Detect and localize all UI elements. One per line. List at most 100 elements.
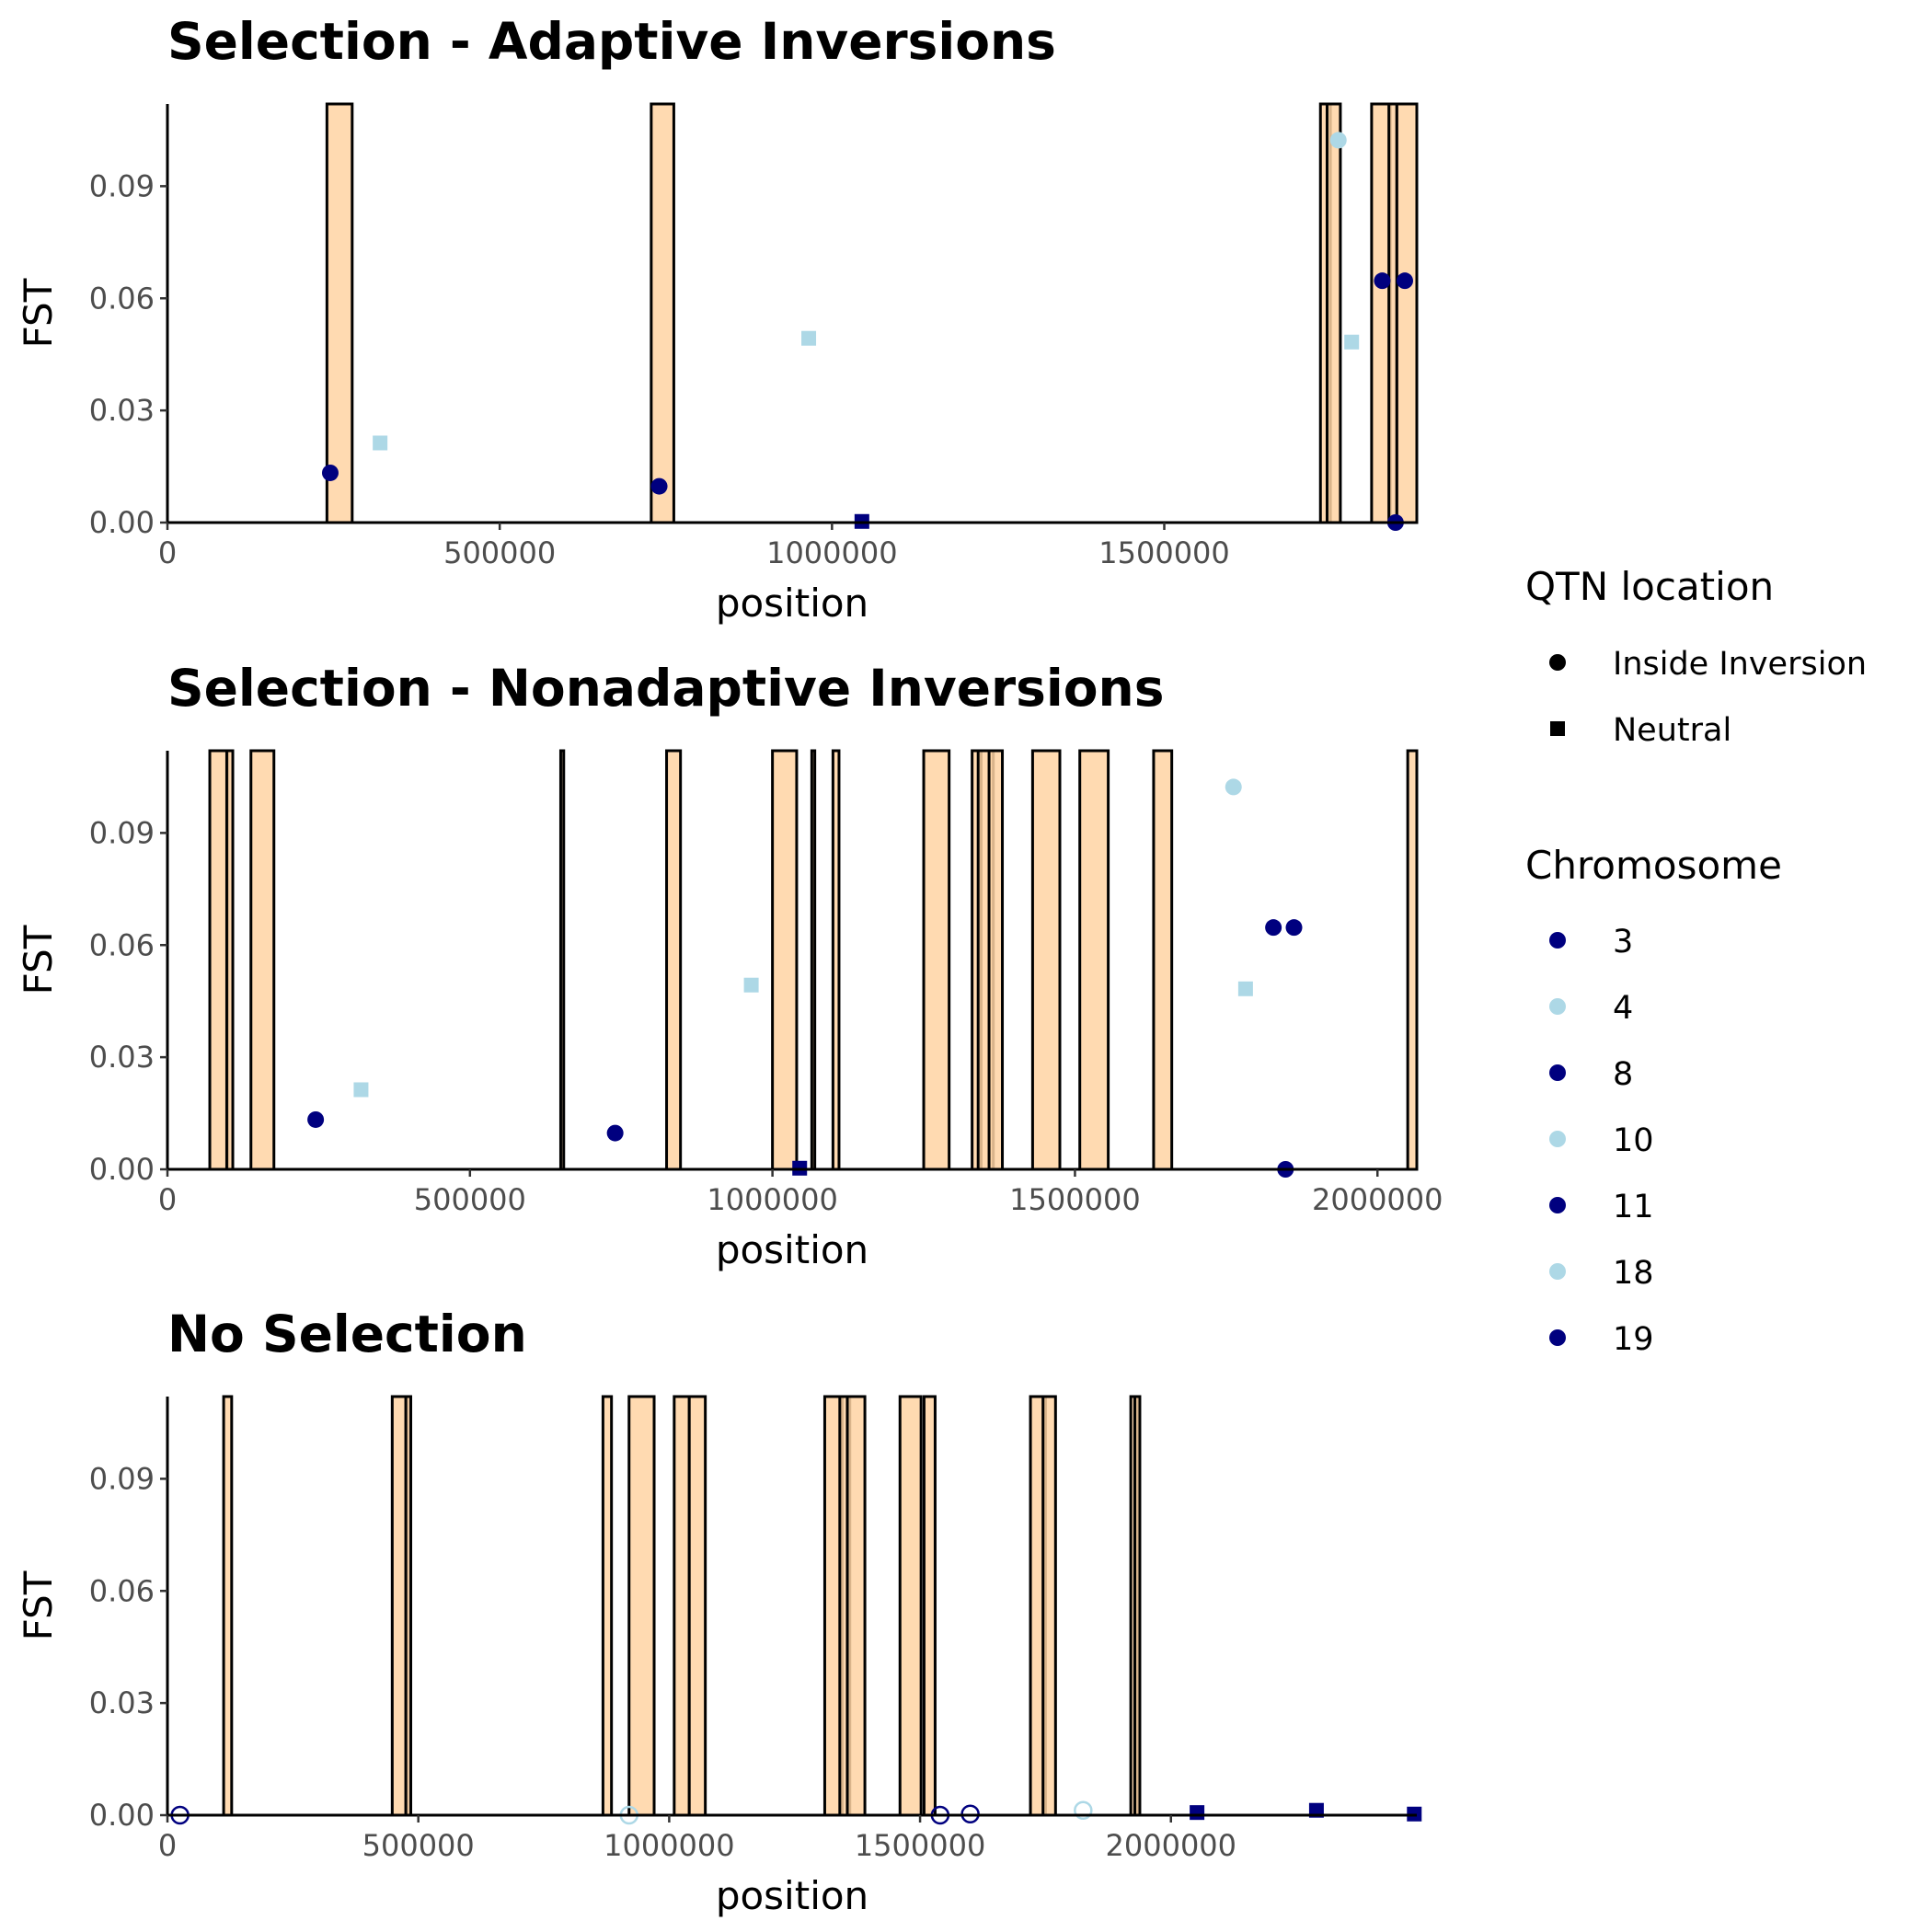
chart-title: Selection - Adaptive Inversions xyxy=(167,12,1056,71)
data-point xyxy=(1285,919,1303,937)
inversion-region xyxy=(810,749,817,1171)
inversion-region xyxy=(898,1395,923,1817)
data-point xyxy=(1374,272,1391,290)
inversion-region xyxy=(845,1395,867,1817)
legend-color-title: Chromosome xyxy=(1525,843,1782,888)
y-tick-label: 0.03 xyxy=(89,1040,155,1075)
inversion-region xyxy=(831,749,841,1171)
panel: Selection - Nonadaptive Inversions 0.00 0.… xyxy=(16,659,1443,1272)
inversion-region xyxy=(558,749,566,1171)
legend: QTN location Inside Inversion Neutral Ch… xyxy=(1525,564,1867,1358)
circle-icon xyxy=(1549,998,1566,1015)
circle-icon xyxy=(1549,932,1566,949)
x-tick-label: 500000 xyxy=(414,1182,526,1217)
x-tick-label: 2000000 xyxy=(1106,1828,1237,1863)
x-tick-label: 1000000 xyxy=(766,535,898,570)
inversion-region xyxy=(987,749,1005,1171)
data-point xyxy=(1190,1805,1205,1821)
legend-label: 8 xyxy=(1613,1056,1633,1093)
inversion-region xyxy=(1406,749,1419,1171)
data-point xyxy=(1237,981,1253,996)
x-tick-label: 1000000 xyxy=(604,1828,735,1863)
inversion-region xyxy=(1370,102,1392,524)
inversion-region xyxy=(687,1395,707,1817)
x-tick-label: 1500000 xyxy=(1098,535,1230,570)
inversion-region xyxy=(650,102,675,524)
x-axis-label: position xyxy=(716,1873,868,1918)
data-point xyxy=(801,330,817,346)
legend-color-item: 19 xyxy=(1549,1321,1654,1358)
chart-title: Selection - Nonadaptive Inversions xyxy=(167,659,1164,718)
y-axis-label: FST xyxy=(16,278,61,348)
legend-label: Inside Inversion xyxy=(1613,646,1867,683)
inversion-region xyxy=(224,749,235,1171)
legend-shape-title: QTN location xyxy=(1525,564,1774,609)
legend-color-item: 10 xyxy=(1549,1122,1654,1159)
legend-label: 19 xyxy=(1613,1321,1654,1358)
y-tick-label: 0.09 xyxy=(89,1461,155,1496)
data-point xyxy=(1074,1800,1093,1820)
data-point xyxy=(1329,132,1347,149)
square-icon xyxy=(1550,721,1565,736)
circle-icon xyxy=(1549,1263,1566,1280)
inversion-region xyxy=(1041,1395,1057,1817)
inversion-region xyxy=(325,102,354,524)
chart-title: No Selection xyxy=(167,1305,527,1363)
data-point xyxy=(650,477,668,495)
x-axis-label: position xyxy=(716,581,868,626)
inversion-region xyxy=(665,749,683,1171)
y-tick-label: 0.09 xyxy=(89,815,155,850)
data-point xyxy=(1344,334,1360,350)
y-tick-label: 0.06 xyxy=(89,927,155,962)
inversion-region xyxy=(1078,749,1110,1171)
y-axis-label: FST xyxy=(16,925,61,995)
data-point xyxy=(1265,919,1282,937)
legend-shape-item: Neutral xyxy=(1550,712,1731,749)
y-tick-label: 0.00 xyxy=(89,1798,155,1833)
inversion-region xyxy=(1395,102,1419,524)
data-point xyxy=(743,977,759,993)
x-tick-label: 0 xyxy=(158,535,177,570)
inversion-region xyxy=(1133,1395,1142,1817)
y-tick-label: 0.03 xyxy=(89,1685,155,1720)
panel: No Selection 0.00 0.03 0.06 0.09 0 500000 10000… xyxy=(16,1305,1422,1918)
data-point xyxy=(1396,272,1413,290)
inversion-region xyxy=(627,1395,656,1817)
inversion-region xyxy=(1325,102,1342,524)
x-tick-label: 0 xyxy=(158,1182,177,1217)
circle-icon xyxy=(1549,1131,1566,1147)
inversion-region xyxy=(771,749,799,1171)
data-point xyxy=(606,1124,624,1142)
inversion-region xyxy=(1030,749,1062,1171)
y-tick-label: 0.06 xyxy=(89,1573,155,1608)
y-tick-label: 0.00 xyxy=(89,505,155,540)
legend-color-item: 3 xyxy=(1549,924,1633,960)
inversion-region xyxy=(601,1395,614,1817)
inversion-region xyxy=(922,749,951,1171)
y-tick-label: 0.03 xyxy=(89,393,155,428)
inversion-region xyxy=(922,1395,937,1817)
inversion-region xyxy=(404,1395,413,1817)
legend-color-item: 18 xyxy=(1549,1255,1654,1292)
legend-color-items: 3 4 8 10 11 18 19 xyxy=(1549,924,1654,1358)
x-tick-label: 1000000 xyxy=(707,1182,838,1217)
data-point xyxy=(307,1110,325,1128)
legend-label: 10 xyxy=(1613,1122,1654,1159)
legend-color-item: 8 xyxy=(1549,1056,1633,1093)
legend-color-item: 4 xyxy=(1549,990,1633,1027)
x-tick-label: 500000 xyxy=(443,535,556,570)
data-point xyxy=(321,464,339,481)
data-point xyxy=(1225,778,1242,796)
y-tick-label: 0.09 xyxy=(89,168,155,203)
inversion-region xyxy=(673,1395,691,1817)
y-axis-label: FST xyxy=(16,1570,61,1640)
x-tick-label: 500000 xyxy=(362,1828,475,1863)
y-tick-label: 0.00 xyxy=(89,1152,155,1187)
x-tick-label: 0 xyxy=(158,1828,177,1863)
x-tick-label: 1500000 xyxy=(1009,1182,1141,1217)
legend-label: 4 xyxy=(1613,990,1633,1027)
x-tick-label: 2000000 xyxy=(1312,1182,1443,1217)
legend-label: 3 xyxy=(1613,924,1633,960)
x-axis-label: position xyxy=(716,1227,868,1272)
legend-color-item: 11 xyxy=(1549,1189,1654,1225)
